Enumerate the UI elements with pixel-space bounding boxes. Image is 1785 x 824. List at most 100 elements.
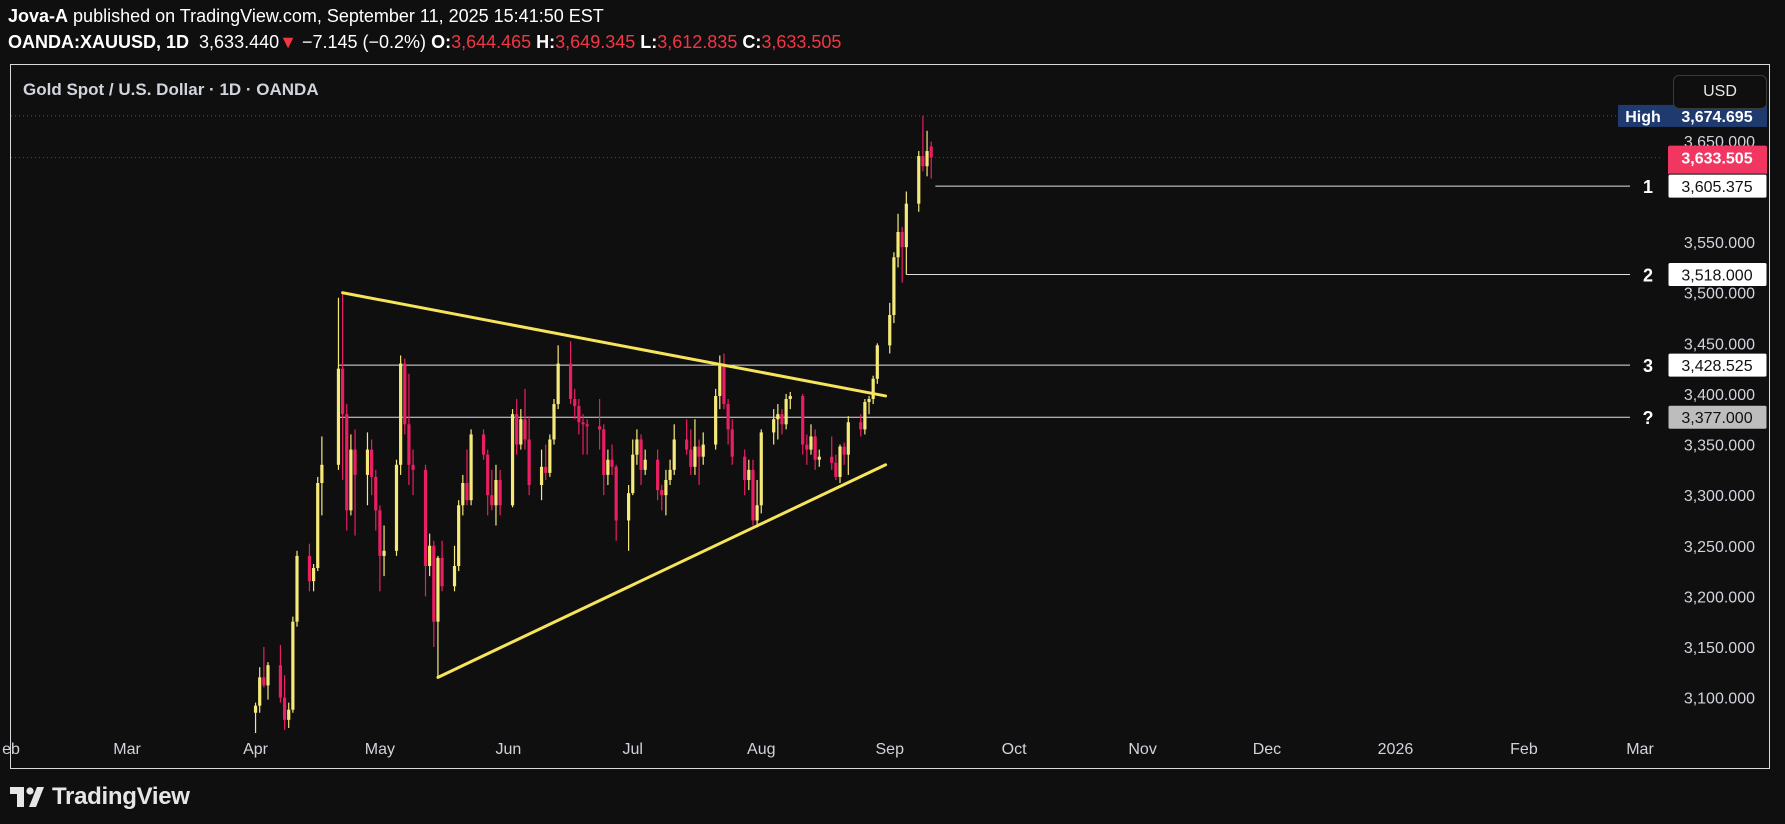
candle-body	[759, 432, 763, 506]
candle-body	[871, 378, 875, 399]
candle-body	[614, 466, 618, 521]
candle-body	[510, 414, 515, 506]
candle-up	[510, 409, 515, 508]
candle-body	[846, 422, 850, 455]
candle-body	[457, 505, 461, 566]
candle-down	[481, 429, 486, 460]
candle-body	[643, 459, 647, 470]
candle-down	[834, 454, 838, 480]
candle-up	[457, 500, 461, 572]
candle-up	[925, 130, 929, 177]
candle-up	[316, 476, 320, 572]
candle-body	[685, 439, 689, 450]
candle-down	[568, 341, 573, 405]
candle-up	[863, 399, 867, 435]
candle-body	[552, 404, 556, 440]
candle-up	[672, 424, 676, 475]
x-tick-label: Oct	[1002, 741, 1027, 758]
candle-body	[486, 454, 490, 496]
candle-body	[411, 464, 415, 470]
candle-down	[685, 419, 689, 455]
level-price-text: 3,428.525	[1681, 358, 1752, 375]
y-tick-label: 3,150.000	[1684, 640, 1755, 657]
candle-body	[556, 363, 560, 405]
low-label: L:	[640, 32, 658, 52]
candle-body	[295, 555, 299, 622]
candle-body	[701, 444, 705, 457]
candle-up	[867, 395, 871, 415]
candle-down	[581, 414, 585, 455]
level-price-text: 3,605.375	[1681, 179, 1752, 196]
author-name[interactable]: Jova-A	[8, 6, 69, 26]
candle-up	[635, 429, 639, 465]
candle-body	[929, 146, 933, 158]
candle-down	[353, 429, 357, 536]
candle-body	[341, 368, 345, 415]
candle-body	[370, 449, 374, 477]
candle-body	[365, 449, 370, 475]
candle-down	[660, 485, 664, 511]
chart-frame[interactable]	[10, 64, 1770, 769]
candle-up	[875, 343, 879, 384]
candle-body	[743, 456, 747, 480]
candle-body	[378, 510, 382, 556]
candle-up	[846, 416, 850, 475]
candle-body	[784, 399, 788, 425]
x-tick-label: Mar	[1626, 741, 1654, 758]
trendline	[436, 463, 888, 679]
high-badge-bg	[1618, 104, 1668, 127]
candle-up	[755, 479, 759, 528]
candle-body	[664, 479, 668, 496]
candle-down	[610, 444, 614, 475]
level-price-text: 3,377.000	[1681, 410, 1752, 427]
candle-body	[892, 257, 896, 315]
candle-body	[817, 456, 821, 460]
candle-body	[693, 446, 697, 467]
currency-button[interactable]: USD	[1673, 75, 1767, 109]
candle-down	[801, 393, 805, 455]
candle-up	[548, 434, 552, 477]
candle-down	[423, 464, 428, 597]
candle-body	[813, 436, 817, 460]
candle-down	[465, 449, 469, 506]
candle-body	[316, 483, 320, 569]
candle-up	[664, 469, 668, 516]
candle-down	[722, 353, 726, 410]
ohlc-bar: OANDA:XAUUSD, 1D 3,633.440▼ −7.145 (−0.2…	[8, 32, 841, 53]
candle-body	[656, 459, 660, 491]
candle-down	[900, 226, 904, 283]
candle-body	[428, 545, 432, 566]
candle-up	[668, 459, 672, 486]
plot-area	[11, 115, 1660, 733]
candle-up	[809, 424, 813, 455]
x-tick-label: Feb	[1510, 741, 1538, 758]
candle-up	[436, 555, 440, 678]
candle-body	[515, 414, 519, 445]
candle-up	[788, 391, 792, 410]
x-tick-label: Jul	[623, 741, 643, 758]
candle-body	[776, 414, 780, 420]
candle-body	[382, 550, 386, 556]
tradingview-logo[interactable]: TradingView	[10, 782, 190, 812]
candle-up	[631, 439, 635, 496]
candle-down	[370, 439, 374, 496]
candle-up	[627, 485, 631, 551]
high-price-text: 3,674.695	[1681, 109, 1752, 126]
candle-down	[585, 419, 589, 455]
candle-body	[722, 363, 726, 405]
candle-up	[452, 545, 457, 592]
candle-up	[904, 191, 908, 275]
y-tick-label: 3,400.000	[1684, 387, 1755, 404]
candle-up	[295, 550, 299, 627]
y-tick-label: 3,500.000	[1684, 286, 1755, 303]
candle-up	[349, 434, 353, 516]
candle-body	[287, 709, 291, 720]
candle-body	[394, 464, 399, 551]
candle-body	[282, 697, 287, 720]
candle-body	[635, 439, 639, 455]
candle-up	[772, 409, 776, 445]
candle-body	[423, 469, 428, 566]
high-price-badge	[1668, 104, 1767, 127]
candle-up	[336, 297, 341, 470]
